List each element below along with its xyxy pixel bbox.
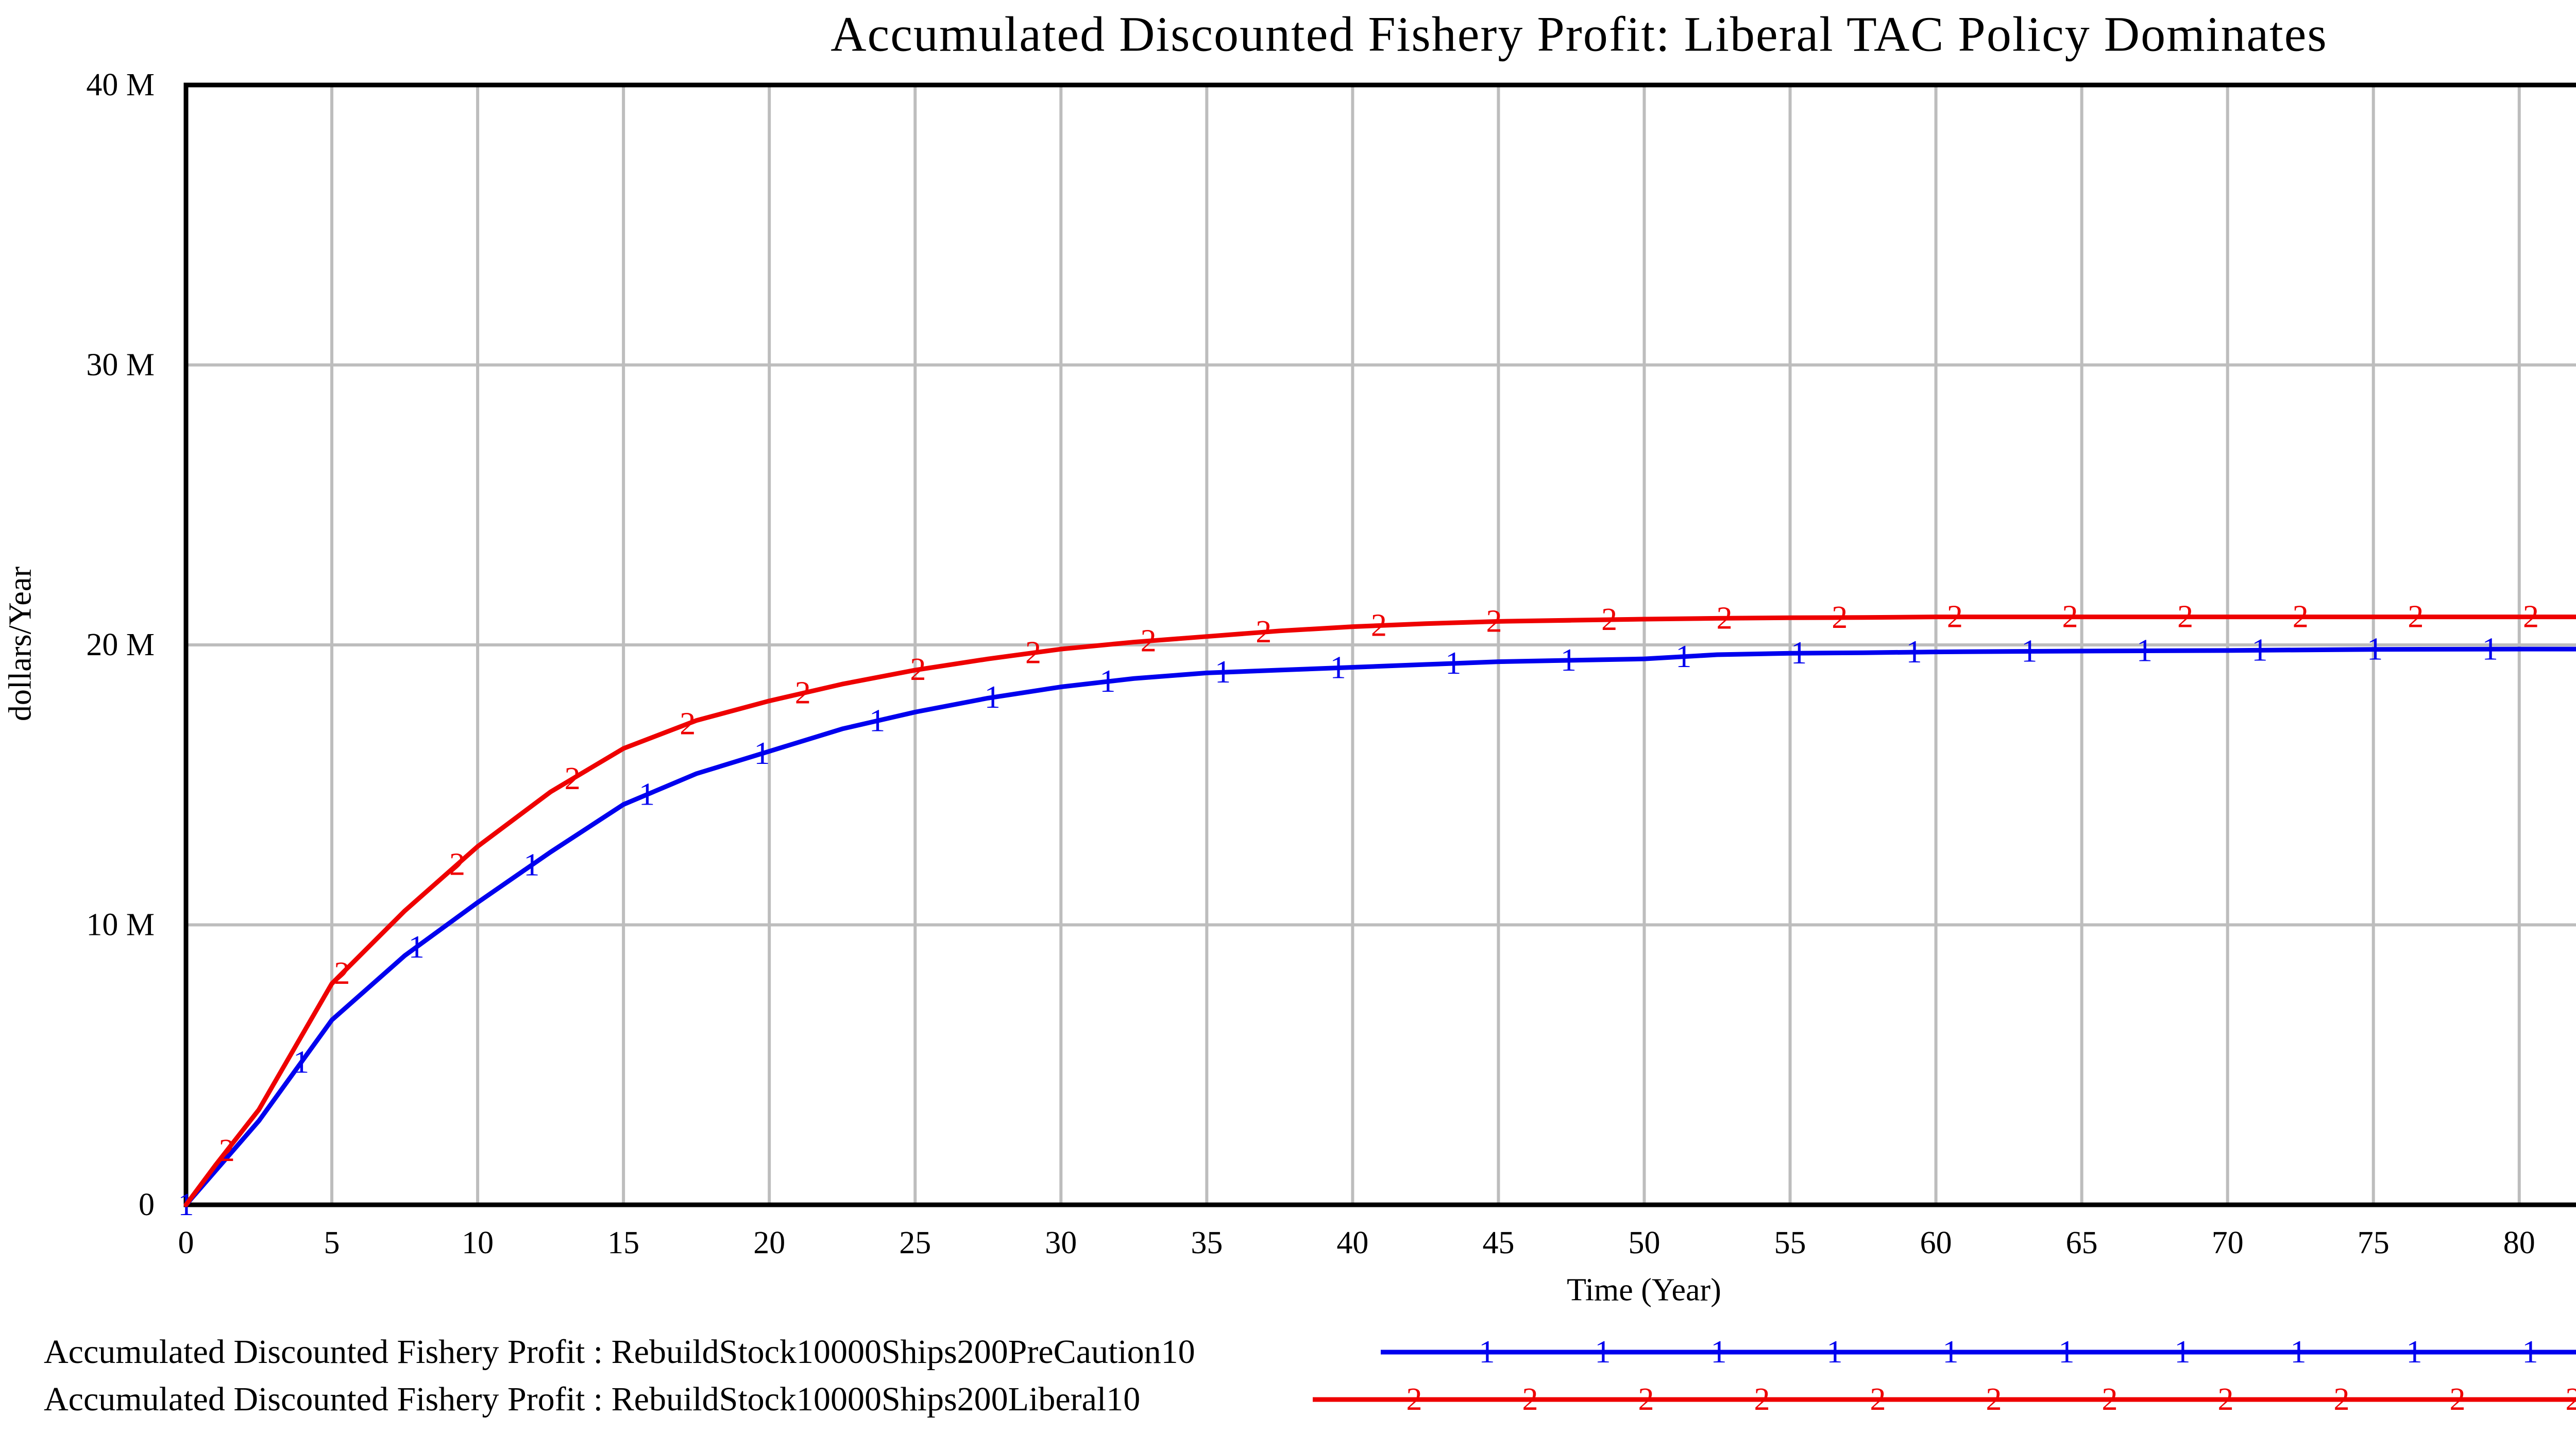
series-2-marker: 2 [2408,600,2424,635]
series-1-marker: 1 [1330,651,1346,686]
series-2-marker: 2 [2062,600,2078,635]
series-1-marker: 1 [639,777,655,812]
x-tick-label: 0 [178,1225,194,1260]
series-1-marker: 1 [2021,634,2037,669]
legend-marker-2: 2 [1870,1382,1886,1417]
x-tick-label: 75 [2358,1225,2389,1260]
series-2-marker: 2 [1601,602,1617,637]
series-2-marker: 2 [2293,600,2309,635]
x-tick-label: 25 [899,1225,931,1260]
series-1-marker: 1 [523,848,539,883]
legend-marker-2: 2 [1986,1382,2002,1417]
series-1-marker: 1 [754,736,770,771]
x-tick-label: 15 [607,1225,639,1260]
legend-marker-1: 1 [1943,1335,1959,1370]
series-1-marker: 1 [1791,636,1807,671]
legend-marker-1: 1 [2291,1335,2307,1370]
legend-marker-1: 1 [1711,1335,1727,1370]
series-2-marker: 2 [565,761,581,796]
legend-marker-1: 1 [2406,1335,2422,1370]
series-1-marker: 1 [869,703,885,738]
series-1-marker: 1 [2367,632,2383,667]
series-1-marker: 1 [2482,632,2498,667]
series-2-marker: 2 [1947,600,1963,635]
x-tick-label: 70 [2212,1225,2244,1260]
series-2-marker: 2 [449,847,465,882]
legend-marker-1: 1 [2059,1335,2075,1370]
series-2-marker: 2 [1717,601,1733,636]
x-tick-label: 80 [2503,1225,2535,1260]
x-axis-title: Time (Year) [1567,1272,1721,1308]
legend-marker-1: 1 [2175,1335,2191,1370]
y-tick-label: 10 M [86,908,155,943]
x-tick-label: 45 [1482,1225,1514,1260]
legend-marker-1: 1 [1827,1335,1843,1370]
series-1-marker: 1 [1215,655,1231,690]
series-line-1 [183,646,2576,1207]
series-2-marker: 2 [2177,600,2193,635]
series-1-marker: 1 [409,930,425,965]
legend-marker-2: 2 [1754,1382,1770,1417]
y-axis-title: dollars/Year [3,566,38,722]
series-1-marker: 1 [2137,633,2153,668]
series-1-marker: 1 [985,680,1001,715]
series-1-marker: 1 [1906,635,1922,670]
series-1-marker: 1 [293,1045,309,1080]
y-tick-label: 20 M [86,627,155,662]
x-tick-label: 30 [1045,1225,1077,1260]
series-2-marker: 2 [910,652,926,687]
legend-marker-2: 2 [2566,1382,2576,1417]
y-tick-label: 0 [139,1187,155,1222]
legend-marker-2: 2 [1638,1382,1654,1417]
x-tick-label: 65 [2066,1225,2098,1260]
series-line-2 [183,615,2576,1207]
x-tick-label: 35 [1191,1225,1223,1260]
series-1-marker: 1 [1099,664,1115,699]
legend-label-series-2: Accumulated Discounted Fishery Profit : … [44,1380,1141,1418]
legend-marker-2: 2 [2334,1382,2350,1417]
series-2-marker: 2 [334,956,350,991]
series-1-marker: 1 [1445,646,1461,681]
x-tick-label: 60 [1920,1225,1952,1260]
series-2-marker: 2 [1832,600,1848,635]
legend-marker-2: 2 [1406,1382,1422,1417]
plot-frame [183,82,2576,1207]
series-1-marker: 1 [1561,643,1577,678]
series-2-marker: 2 [219,1133,235,1168]
legend-label-series-1: Accumulated Discounted Fishery Profit : … [44,1333,1195,1371]
series-1-marker: 1 [1675,639,1691,674]
legend-marker-2: 2 [2218,1382,2234,1417]
x-tick-label: 40 [1336,1225,1368,1260]
x-tick-label: 20 [753,1225,785,1260]
legend-marker-2: 2 [2450,1382,2466,1417]
x-tick-label: 50 [1629,1225,1660,1260]
series-2-marker: 2 [795,676,811,711]
series-2-marker: 2 [1486,604,1502,639]
y-tick-label: 40 M [86,67,155,103]
x-tick-label: 55 [1774,1225,1806,1260]
series-2-marker: 2 [1371,608,1387,643]
x-tick-label: 5 [324,1225,340,1260]
series-1-marker: 1 [2251,633,2267,668]
legend-marker-1: 1 [1479,1335,1495,1370]
legend-marker-2: 2 [2102,1382,2118,1417]
series-2-marker: 2 [1256,615,1272,650]
series-2-marker: 2 [2523,600,2539,635]
series-2-marker: 2 [680,706,696,741]
legend-marker-1: 1 [1595,1335,1611,1370]
series-2-marker: 2 [1025,635,1041,670]
legend-marker-2: 2 [1522,1382,1538,1417]
x-tick-label: 10 [462,1225,494,1260]
y-tick-label: 30 M [86,348,155,383]
legend-marker-1: 1 [2522,1335,2538,1370]
chart-title: Accumulated Discounted Fishery Profit: L… [831,6,2328,62]
series-2-marker: 2 [1141,623,1157,658]
